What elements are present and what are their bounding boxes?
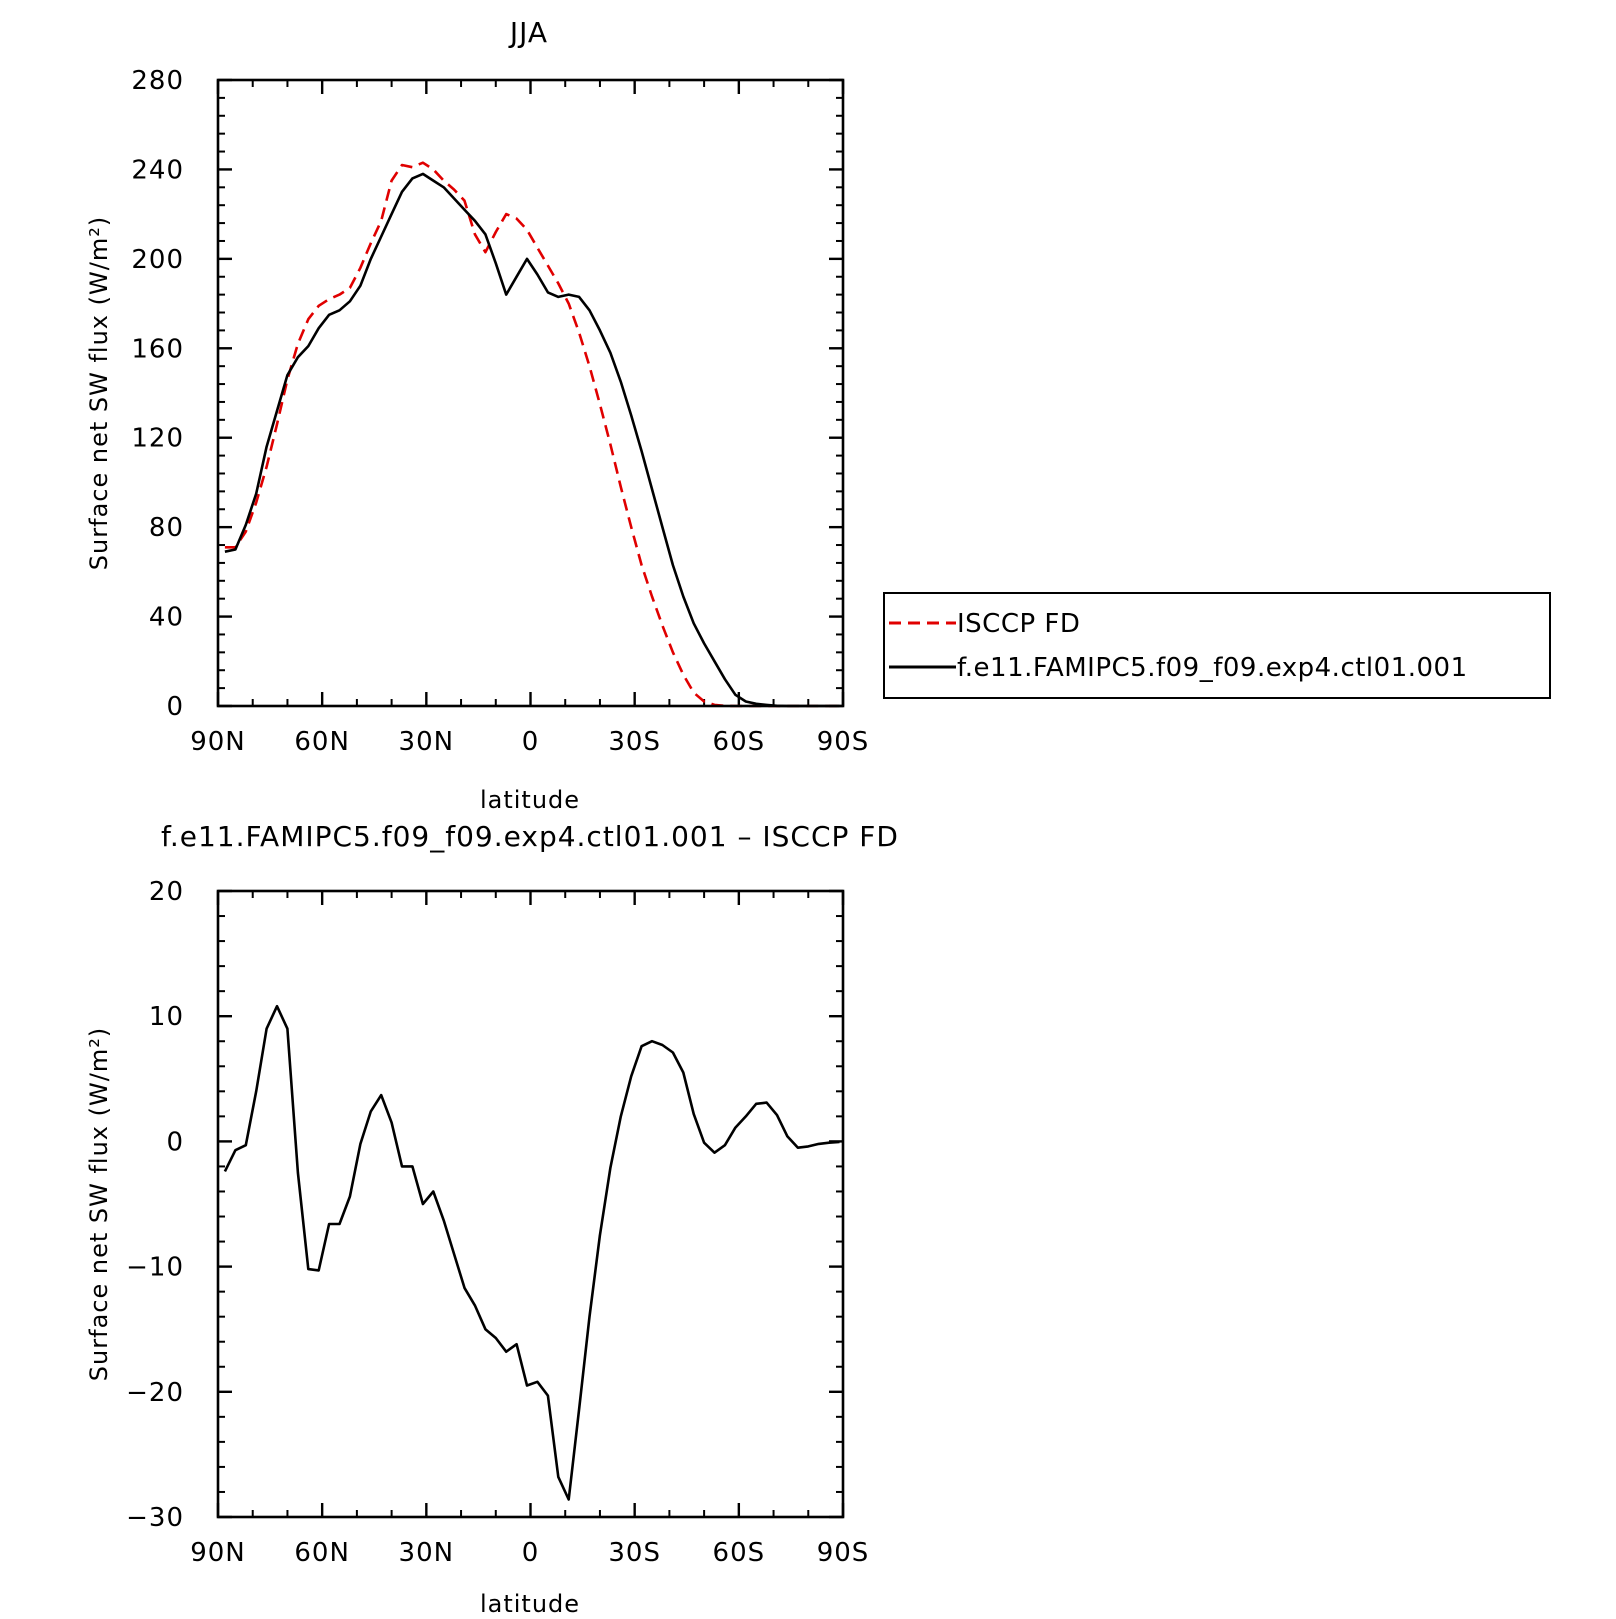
- y-tick-label: 200: [131, 245, 184, 275]
- y-tick-label: −20: [126, 1378, 184, 1408]
- x-tick-label: 60N: [294, 727, 350, 757]
- y-tick-label: 20: [149, 877, 184, 907]
- y-tick-label: −10: [126, 1253, 184, 1283]
- y-tick-label: −30: [126, 1503, 184, 1533]
- top-chart-plot-frame: [216, 78, 845, 708]
- top-chart-title: JJA: [508, 16, 548, 49]
- x-tick-label: 90S: [817, 1538, 870, 1568]
- x-tick-label: 0: [522, 727, 540, 757]
- x-tick-label: 90S: [817, 727, 870, 757]
- y-tick-label: 80: [149, 513, 184, 543]
- y-tick-label: 240: [131, 155, 184, 185]
- y-tick-label: 10: [149, 1002, 184, 1032]
- y-tick-label: 0: [166, 692, 184, 722]
- x-tick-label: 30N: [399, 727, 455, 757]
- x-tick-label: 30S: [608, 1538, 661, 1568]
- bottom-chart-tick-labels: 90N 60N 30N 0 30S 60S 90S −30 −20 −10 0 10 20: [126, 877, 870, 1568]
- top-chart-ylabel: Surface net SW flux (W/m²): [85, 216, 113, 570]
- y-tick-label: 160: [131, 334, 184, 364]
- y-tick-label: 40: [149, 603, 184, 633]
- y-tick-label: 280: [131, 66, 184, 96]
- y-tick-label: 120: [131, 424, 184, 454]
- x-tick-label: 60S: [713, 727, 766, 757]
- top-chart-series: [224, 161, 840, 708]
- legend-label-model: f.e11.FAMIPC5.f09_f09.exp4.ctl01.001: [957, 653, 1468, 683]
- x-tick-label: 90N: [190, 727, 246, 757]
- top-series-line-1: [224, 172, 840, 708]
- top-chart-gridlines-ticks: [216, 78, 845, 708]
- top-series-line-0: [224, 161, 840, 708]
- bottom-chart-gridlines-ticks: [216, 889, 845, 1519]
- bottom-chart-panel: f.e11.FAMIPC5.f09_f09.exp4.ctl01.001 – I…: [85, 820, 899, 1618]
- legend-label-isccp: ISCCP FD: [957, 609, 1080, 639]
- x-tick-label: 90N: [190, 1538, 246, 1568]
- x-tick-label: 30S: [608, 727, 661, 757]
- top-chart-tick-labels: 90N 60N 30N 0 30S 60S 90S 0 40 80 120 160 200 240 280: [131, 66, 870, 757]
- y-tick-label: 0: [166, 1127, 184, 1157]
- bottom-chart-xlabel: latitude: [480, 1590, 580, 1618]
- bottom-series-line-0: [223, 1004, 840, 1501]
- chart-legend: ISCCP FD f.e11.FAMIPC5.f09_f09.exp4.ctl0…: [883, 592, 1551, 699]
- bottom-chart-series: [223, 1004, 840, 1501]
- x-tick-label: 30N: [399, 1538, 455, 1568]
- bottom-chart-ylabel: Surface net SW flux (W/m²): [85, 1027, 113, 1381]
- bottom-chart-title: f.e11.FAMIPC5.f09_f09.exp4.ctl01.001 – I…: [161, 820, 899, 853]
- x-tick-label: 60N: [294, 1538, 350, 1568]
- top-chart-xlabel: latitude: [480, 786, 580, 814]
- x-tick-label: 0: [522, 1538, 540, 1568]
- bottom-chart-plot-frame: [216, 889, 845, 1519]
- legend-box: [883, 592, 1551, 699]
- top-chart-panel: JJA 90N 60N 30N 0 30S 60S 90S 0 40 80 120 160 200 240…: [85, 16, 870, 814]
- x-tick-label: 60S: [713, 1538, 766, 1568]
